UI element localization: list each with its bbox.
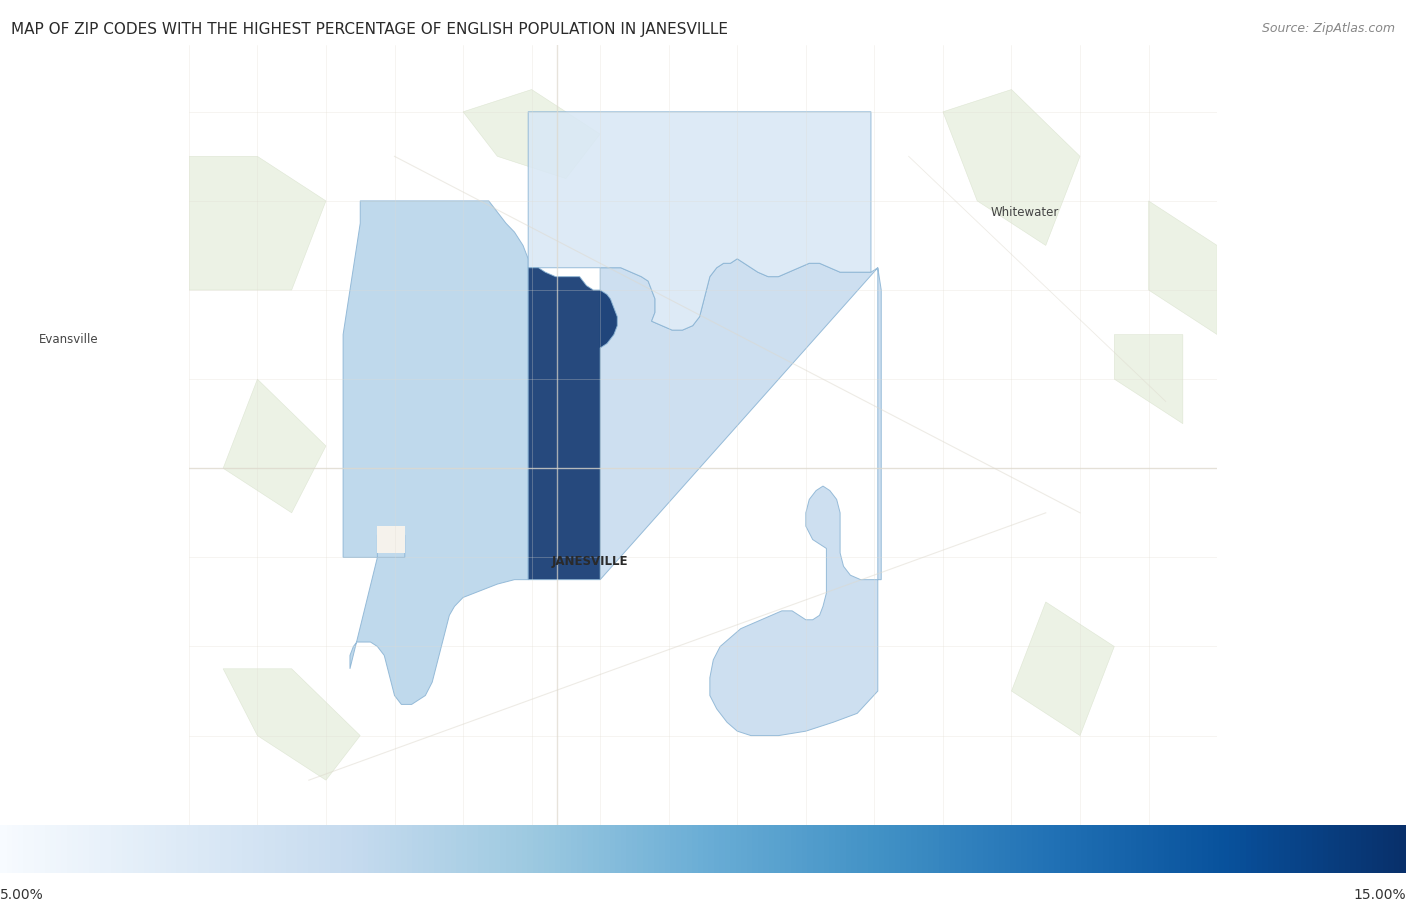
Text: JANESVILLE: JANESVILLE (551, 556, 628, 568)
Polygon shape (1011, 602, 1115, 735)
Polygon shape (224, 379, 326, 512)
Polygon shape (188, 156, 326, 290)
Text: 15.00%: 15.00% (1354, 888, 1406, 899)
Polygon shape (529, 111, 870, 330)
Text: 5.00%: 5.00% (0, 888, 44, 899)
Text: Source: ZipAtlas.com: Source: ZipAtlas.com (1261, 22, 1395, 35)
Polygon shape (343, 200, 529, 705)
Polygon shape (529, 268, 617, 580)
Polygon shape (224, 669, 360, 780)
Text: Whitewater: Whitewater (991, 206, 1059, 218)
Polygon shape (943, 90, 1080, 245)
Polygon shape (463, 90, 600, 179)
Polygon shape (1115, 334, 1182, 423)
Text: MAP OF ZIP CODES WITH THE HIGHEST PERCENTAGE OF ENGLISH POPULATION IN JANESVILLE: MAP OF ZIP CODES WITH THE HIGHEST PERCEN… (11, 22, 728, 38)
Text: Evansville: Evansville (39, 333, 98, 345)
Polygon shape (600, 259, 882, 735)
Polygon shape (377, 526, 405, 553)
Polygon shape (1149, 200, 1218, 334)
